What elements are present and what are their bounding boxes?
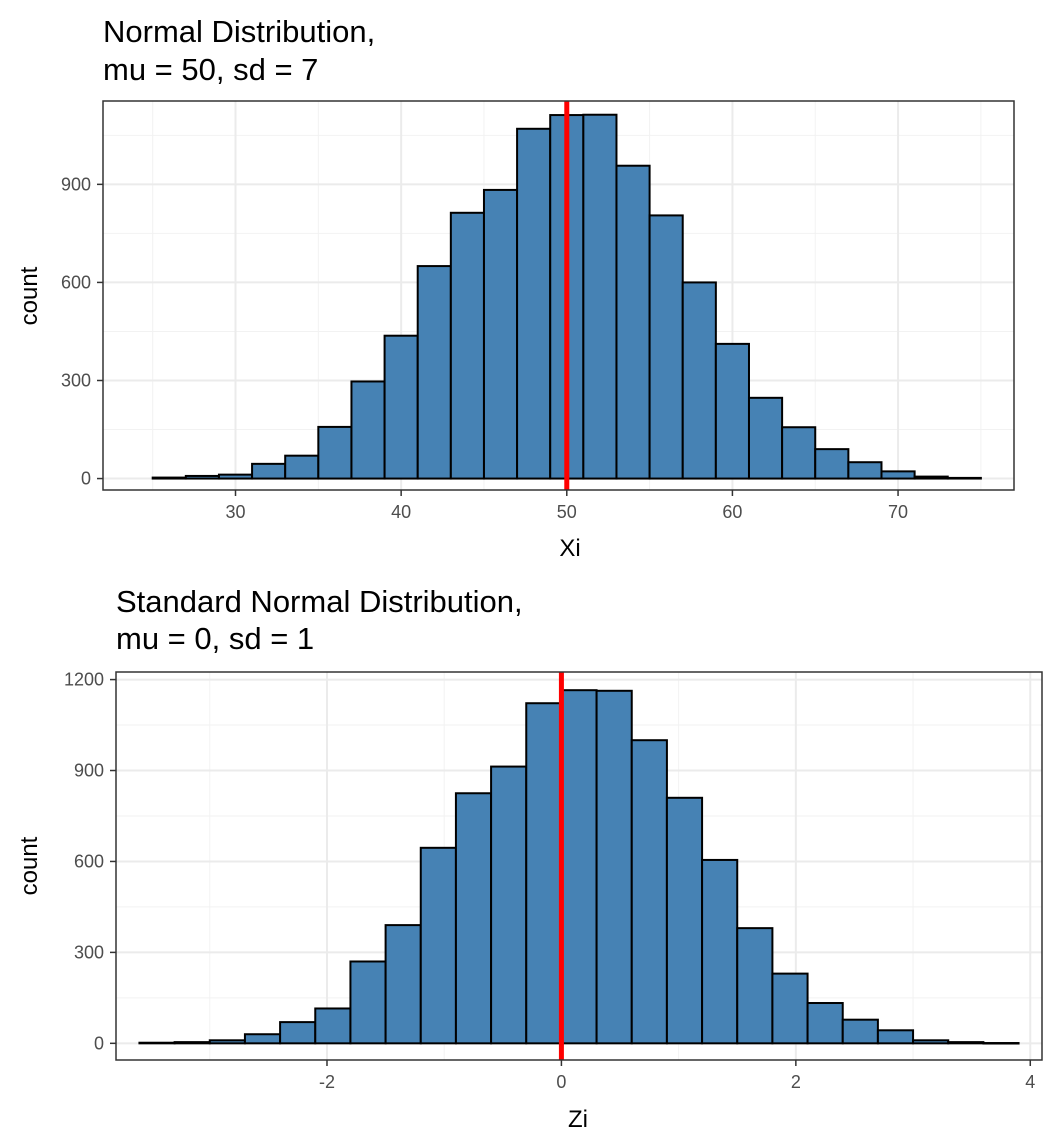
chart1-y-tick-label: 300 (61, 370, 91, 390)
chart1-panel-border (102, 100, 1015, 491)
chart2-x-tick-label: -2 (319, 1072, 335, 1092)
chart2-histogram-bar (243, 1033, 282, 1045)
chart2-histogram-bar (138, 1041, 176, 1045)
chart2-histogram-bar (665, 796, 704, 1045)
chart2-x-tick-label: 4 (1025, 1072, 1035, 1092)
chart1-x-axis-title: Xi (559, 535, 580, 562)
chart1-plot-area: 30 40 50 60 70 0 300 600 900 (61, 100, 1015, 522)
chart1-histogram-bar (814, 448, 850, 480)
chart1-x-tick-label: 30 (225, 502, 245, 522)
chart1-histogram-bar (416, 265, 452, 480)
chart2-histogram-bar (314, 1007, 352, 1045)
chart1-x-tick-label: 70 (888, 502, 908, 522)
chart2-histogram-bar (806, 1002, 844, 1045)
chart1-histogram-bar (615, 164, 651, 480)
chart-standard-normal-distribution: Standard Normal Distribution, mu = 0, sd… (16, 584, 1043, 1133)
chart1-histogram-bar (880, 470, 916, 480)
chart1-histogram-bar (350, 380, 386, 480)
chart1-histogram-bar (747, 396, 784, 480)
chart2-y-tick-label: 300 (74, 942, 104, 962)
chart2-plot-area: -2 0 2 4 0 300 600 900 1200 (64, 670, 1043, 1092)
chart2-y-tick-label: 900 (74, 761, 104, 781)
chart2-histogram-bar (736, 927, 774, 1045)
chart1-x-tick-label: 50 (557, 502, 577, 522)
chart2-histogram-bar (349, 960, 387, 1045)
chart2-histogram-bar (982, 1042, 1020, 1045)
chart2-histogram-bar (876, 1029, 915, 1045)
chart2-histogram-bar (947, 1041, 985, 1045)
chart2-histogram-bar (279, 1021, 317, 1045)
chart1-histogram-bar (184, 474, 220, 480)
chart1-y-axis-title: count (16, 266, 43, 325)
chart1-histogram-bar (449, 211, 485, 480)
chart2-title-line1: Standard Normal Distribution, (116, 584, 523, 619)
chart2-histogram-bar (490, 765, 528, 1045)
chart2-histogram-bar (208, 1039, 246, 1045)
chart1-y-tick-label: 0 (81, 469, 91, 489)
chart1-histogram-bar (284, 454, 320, 480)
chart1-x-tick-label: 60 (722, 502, 742, 522)
chart2-histogram-bar (701, 858, 739, 1045)
chart1-title-line1: Normal Distribution, (103, 14, 375, 49)
chart1-histogram-bar (913, 475, 949, 480)
chart1-histogram-bar (714, 342, 750, 480)
chart2-y-tick-label: 600 (74, 851, 104, 871)
chart2-panel-border (115, 671, 1043, 1061)
chart2-histogram-bar (384, 924, 422, 1045)
chart1-title-line2: mu = 50, sd = 7 (103, 52, 318, 87)
chart1-histogram-bar (151, 476, 187, 480)
chart1-histogram-bar (217, 473, 254, 480)
chart2-histogram-bar (841, 1018, 879, 1045)
chart2-histogram-bar (630, 739, 668, 1045)
chart2-x-axis-title: Zi (568, 1106, 588, 1133)
chart2-y-tick-label: 1200 (64, 670, 104, 690)
chart1-y-tick-label: 900 (61, 174, 91, 194)
chart2-histogram-bar (560, 689, 598, 1045)
chart1-histogram-bar (482, 188, 519, 480)
chart1-histogram-bar (681, 281, 717, 480)
chart1-y-tick-label: 600 (61, 272, 91, 292)
chart-normal-distribution: Normal Distribution, mu = 50, sd = 7 30 4… (16, 14, 1015, 562)
chart2-histogram-bar (771, 972, 809, 1045)
chart2-histogram-bar (419, 846, 457, 1045)
chart1-histogram-bar (946, 476, 982, 480)
chart2-title-line2: mu = 0, sd = 1 (116, 621, 314, 656)
chart1-histogram-bar (251, 462, 287, 480)
chart1-histogram-bar (781, 426, 817, 480)
chart2-y-axis-title: count (16, 836, 43, 895)
chart2-histogram-bar (595, 689, 633, 1045)
chart2-histogram-bar (173, 1041, 211, 1045)
chart2-y-tick-label: 0 (94, 1033, 104, 1053)
chart1-histogram-bar (383, 334, 419, 480)
chart2-x-tick-label: 2 (791, 1072, 801, 1092)
chart1-histogram-bar (648, 214, 684, 480)
chart1-x-tick-label: 40 (391, 502, 411, 522)
chart1-histogram-bar (317, 425, 353, 480)
chart2-x-tick-label: 0 (556, 1072, 566, 1092)
chart1-histogram-bar (582, 113, 618, 480)
chart1-histogram-bar (847, 461, 883, 480)
chart2-histogram-bar (525, 702, 563, 1045)
chart1-histogram-bar (516, 127, 552, 480)
chart2-histogram-bar (454, 792, 493, 1045)
chart2-histogram-bar (912, 1039, 950, 1045)
